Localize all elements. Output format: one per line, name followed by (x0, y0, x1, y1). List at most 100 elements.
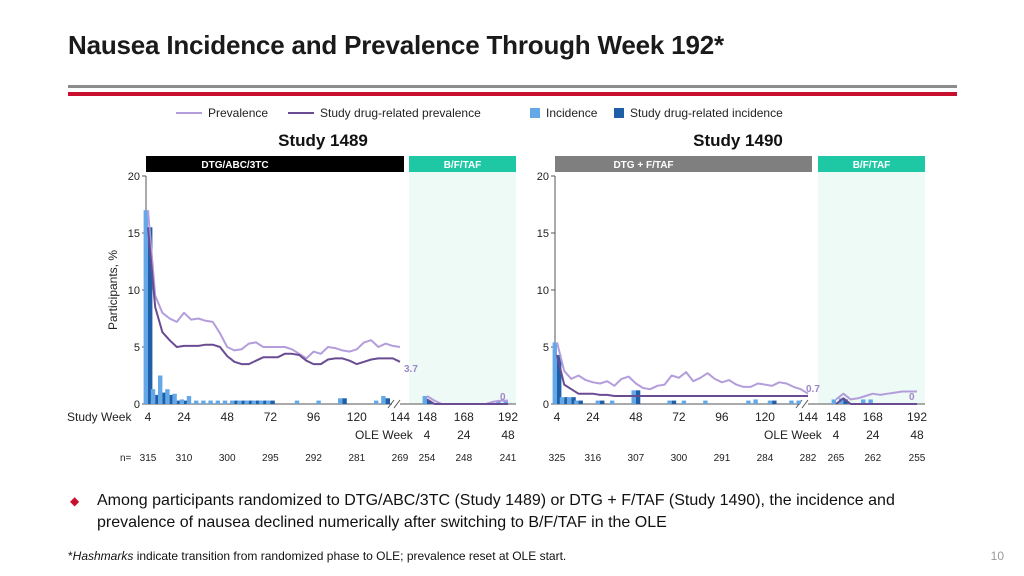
p1-phase-banner-ole (409, 156, 516, 172)
p2-x-tick-study-4: 4 (554, 410, 561, 424)
p2-bar-incidence-w88 (703, 400, 708, 404)
p2-n-value-3: 300 (671, 453, 688, 464)
p1-bar-drug-incidence-w12 (162, 392, 167, 404)
p1-line-prevalence (147, 210, 401, 360)
p1-x-tick-study-ole-148: 148 (417, 410, 437, 424)
p1-bar-drug-incidence-w72 (270, 400, 275, 404)
p1-bar-incidence-w24 (179, 399, 184, 404)
p2-n-value-7: 265 (828, 453, 845, 464)
p1-n-value-3: 295 (262, 453, 279, 464)
p1-bar-incidence-w88 (294, 400, 300, 404)
p2-bar-drug-incidence-w28 (600, 400, 605, 404)
p1-n-value-0: 315 (140, 453, 157, 464)
p1-bar-drug-incidence-w68 (263, 400, 268, 404)
p1-bar-drug-incidence-w20 (176, 400, 182, 404)
p1-bar-drug-incidence-w4 (148, 227, 153, 404)
p1-bar-incidence-w112 (338, 398, 343, 404)
p1-bar-incidence-w68 (258, 400, 264, 404)
p2-bar-incidence-w124 (767, 400, 773, 404)
p1-y-tick-label-10: 10 (128, 285, 140, 297)
footnote-text: indicate transition from randomized phas… (133, 549, 567, 563)
p2-bar-incidence-w116 (753, 399, 758, 404)
p2-n-value-5: 284 (757, 453, 774, 464)
p1-end-label-randomized: 3.7 (404, 364, 418, 375)
p2-study-title: Study 1490 (693, 131, 783, 150)
p2-x-tick-study-72: 72 (672, 410, 686, 424)
title-rule-red (68, 92, 957, 96)
p1-bar-ole-drug-incidence-w148 (427, 400, 432, 404)
p1-bar-incidence-w56 (237, 400, 242, 404)
p1-n-value-4: 292 (305, 453, 322, 464)
p1-bar-drug-incidence-w136 (385, 398, 390, 404)
p1-bar-drug-incidence-w60 (248, 400, 254, 404)
p2-phase-label-ole: B/F/TAF (853, 160, 891, 171)
p1-bar-incidence-w72 (266, 400, 271, 404)
p1-bar-incidence-w28 (186, 396, 192, 404)
p2-bar-drug-incidence-w4 (557, 354, 562, 404)
p1-y-tick-label-5: 5 (134, 342, 140, 354)
p1-bar-incidence-w32 (194, 400, 199, 404)
legend-label-1: Study drug-related prevalence (320, 106, 481, 120)
p1-bar-incidence-w12 (158, 375, 163, 404)
p1-bar-incidence-w4 (143, 210, 148, 404)
p1-phase-label-ole: B/F/TAF (444, 160, 482, 171)
p2-y-tick-label-15: 15 (537, 228, 549, 240)
p2-bar-drug-incidence-w8 (564, 397, 569, 404)
p2-line-drug-prevalence (556, 354, 808, 397)
legend-swatch-3 (614, 108, 624, 118)
p1-bar-drug-incidence-w52 (234, 400, 239, 404)
p2-n-value-9: 255 (909, 453, 926, 464)
slide-title: Nausea Incidence and Prevalence Through … (68, 30, 724, 60)
p1-bar-incidence-w64 (251, 400, 256, 404)
p2-bar-incidence-w36 (609, 400, 615, 404)
p2-bar-incidence-w140 (796, 400, 801, 404)
p2-ole-week-label: OLE Week (764, 428, 823, 442)
p1-bar-drug-incidence-w8 (155, 394, 160, 404)
p1-y-tick-label-0: 0 (134, 399, 140, 411)
legend-label-0: Prevalence (208, 106, 268, 120)
p2-n-value-1: 316 (585, 453, 602, 464)
p2-x-tick-ole-week-48: 48 (910, 428, 924, 442)
p2-bar-incidence-w4 (552, 342, 557, 404)
p2-bar-incidence-w28 (595, 400, 601, 404)
p2-line-ole-drug-prevalence (835, 397, 917, 405)
p2-bar-incidence-w16 (574, 400, 579, 404)
p2-x-tick-study-ole-192: 192 (907, 410, 927, 424)
p1-y-tick-label-15: 15 (128, 228, 140, 240)
p2-bar-drug-incidence-w12 (571, 397, 576, 404)
p1-ole-shading (409, 158, 516, 404)
p1-x-tick-study-96: 96 (307, 410, 321, 424)
p2-x-tick-study-96: 96 (715, 410, 729, 424)
p1-bar-incidence-w8 (150, 389, 156, 404)
p1-x-tick-study-144: 144 (390, 410, 410, 424)
p1-bar-drug-incidence-w16 (169, 394, 174, 404)
p1-x-tick-study-72: 72 (264, 410, 278, 424)
p1-bar-incidence-w136 (381, 396, 386, 404)
title-rule-gray (68, 85, 957, 88)
p2-ole-shading (818, 158, 925, 404)
p1-line-drug-prevalence (147, 227, 401, 366)
footnote-emphasis: Hashmarks (72, 549, 134, 563)
study-week-label: Study Week (67, 410, 132, 424)
p1-hashmark-2 (393, 399, 401, 409)
p1-bar-drug-incidence-w64 (256, 400, 261, 404)
p2-end-label-ole: 0 (909, 392, 915, 403)
p2-x-tick-study-24: 24 (586, 410, 600, 424)
p2-bar-incidence-w136 (789, 400, 794, 404)
p1-study-title: Study 1489 (278, 131, 368, 150)
p1-n-value-9: 241 (500, 453, 517, 464)
p1-x-tick-study-24: 24 (177, 410, 191, 424)
p1-bar-ole-incidence-w188 (496, 400, 501, 404)
p1-y-axis-label: Participants, % (106, 250, 120, 330)
p2-hashmark-2 (801, 399, 809, 409)
diamond-bullet-icon: ◆ (70, 494, 80, 508)
p2-bar-incidence-w12 (566, 397, 572, 404)
p1-n-value-8: 248 (455, 453, 472, 464)
p1-bar-incidence-w20 (172, 393, 177, 404)
p1-n-value-5: 281 (348, 453, 365, 464)
p1-n-value-6: 269 (392, 453, 409, 464)
p1-bar-incidence-w60 (244, 400, 249, 404)
p1-phase-banner-randomized (146, 156, 404, 172)
p1-end-label-ole: 0 (500, 392, 506, 403)
p2-y-tick-label-5: 5 (543, 342, 549, 354)
